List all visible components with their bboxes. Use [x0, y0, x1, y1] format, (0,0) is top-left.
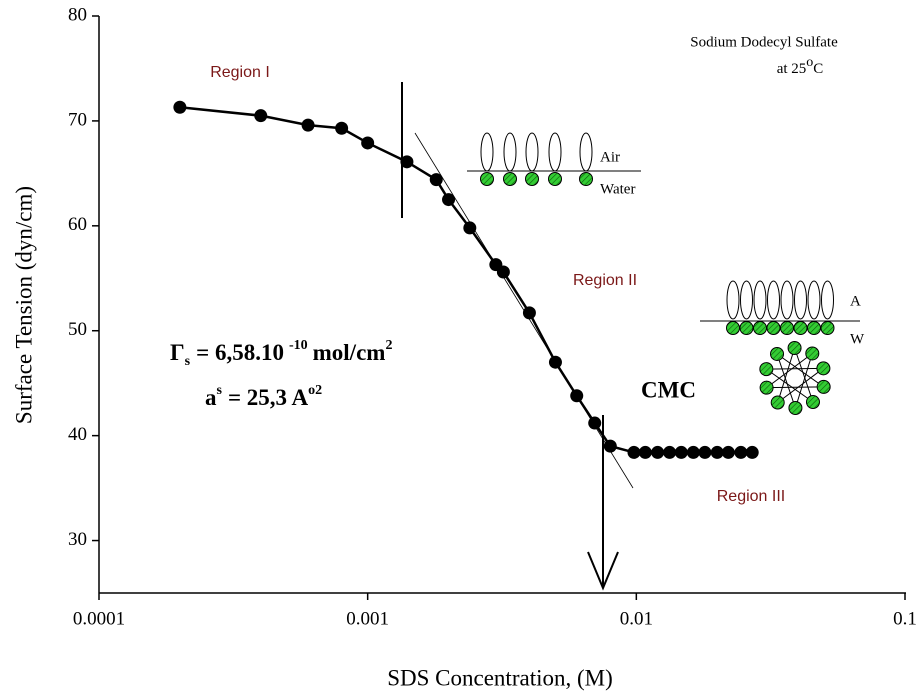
data-point [463, 221, 477, 235]
air-label: Air [600, 149, 620, 165]
area-unit-exp: o2 [308, 383, 322, 398]
data-point [638, 445, 652, 459]
area-label: as = 25,3 Ao2 [205, 383, 322, 410]
micelle-head [805, 346, 820, 361]
y-tick-label: 60 [68, 214, 87, 235]
data-point [301, 118, 315, 132]
surface-excess-label: Γs = 6,58.10 -10 mol/cm2 [170, 338, 392, 369]
data-point [496, 265, 510, 279]
data-point [698, 445, 712, 459]
data-point [335, 121, 349, 135]
data-point [588, 416, 602, 430]
micelle-tail [794, 347, 814, 403]
temperature-label: at 25oC [777, 55, 824, 77]
data-point [721, 445, 735, 459]
micelle-tail [776, 353, 796, 409]
y-axis-title: Surface Tension (dyn/cm) [11, 186, 36, 424]
monolayer-sketch [467, 132, 641, 186]
micelle-head [816, 379, 831, 394]
gamma-unit-exp: 2 [385, 338, 392, 353]
y-tick-label: 80 [68, 4, 87, 25]
temperature-text: at 25 [777, 61, 807, 77]
y-tick-label: 50 [68, 319, 87, 340]
micelle-tail [766, 368, 814, 403]
temperature-unit: C [813, 61, 823, 77]
data-point [522, 306, 536, 320]
y-tick-label: 30 [68, 529, 87, 550]
micelle-tail [776, 353, 824, 388]
surfactant-label: Sodium Dodecyl Sulfate [690, 34, 838, 50]
air-label: A [850, 293, 861, 309]
data-point [254, 109, 268, 123]
data-point [686, 445, 700, 459]
data-point [734, 445, 748, 459]
data-point [603, 439, 617, 453]
data-point [710, 445, 724, 459]
gamma-text: = 6,58.10 [196, 340, 284, 365]
data-point [173, 100, 187, 114]
micelle-head [759, 362, 774, 377]
y-tick-label: 70 [68, 109, 87, 130]
area-symbol: a [205, 385, 217, 410]
data-point [674, 445, 688, 459]
micelle-sketch [759, 341, 831, 415]
saturated-monolayer-sketch [700, 280, 860, 335]
area-sup: s [217, 383, 223, 398]
data-point [651, 445, 665, 459]
micelle-head [816, 361, 831, 376]
data-point [570, 389, 584, 403]
gamma-exp: -10 [289, 338, 308, 353]
micelle-tail [766, 386, 824, 389]
gamma-symbol: Γ [170, 340, 185, 365]
data-point [442, 193, 456, 207]
data-point [745, 445, 759, 459]
data-point [548, 355, 562, 369]
micelle-tail [794, 353, 813, 409]
x-tick-label: 0.001 [346, 608, 389, 629]
cmc-label: CMC [641, 377, 696, 402]
area-text: = 25,3 A [228, 385, 309, 410]
region-label: Region III [717, 488, 785, 505]
micelle-tail [766, 353, 813, 389]
y-tick-label: 40 [68, 424, 87, 445]
micelle-head [788, 400, 803, 415]
x-tick-label: 0.01 [620, 608, 653, 629]
x-axis-title: SDS Concentration, (M) [387, 665, 613, 690]
micelle-head [805, 395, 820, 410]
micelle-head [787, 341, 802, 356]
data-point [400, 155, 414, 169]
water-label: W [850, 331, 865, 347]
x-tick-label: 0.1 [893, 608, 917, 629]
region-label: Region I [210, 64, 270, 81]
micelle-head [759, 380, 774, 395]
micelle-tail [777, 347, 796, 403]
gamma-sub: s [185, 354, 191, 369]
data-point [663, 445, 677, 459]
cmc-arrowhead [587, 551, 619, 591]
data-point [361, 136, 375, 150]
temperature-degree: o [806, 55, 813, 70]
data-point [627, 445, 641, 459]
micelle-head [770, 346, 785, 361]
region-label: Region II [573, 272, 637, 289]
micelle-head [770, 395, 785, 410]
micelle-tail [766, 367, 824, 370]
data-point [429, 173, 443, 187]
water-label: Water [600, 181, 635, 197]
gamma-unit: mol/cm [313, 340, 386, 365]
micelle-tail [777, 367, 824, 403]
x-tick-label: 0.0001 [73, 608, 125, 629]
